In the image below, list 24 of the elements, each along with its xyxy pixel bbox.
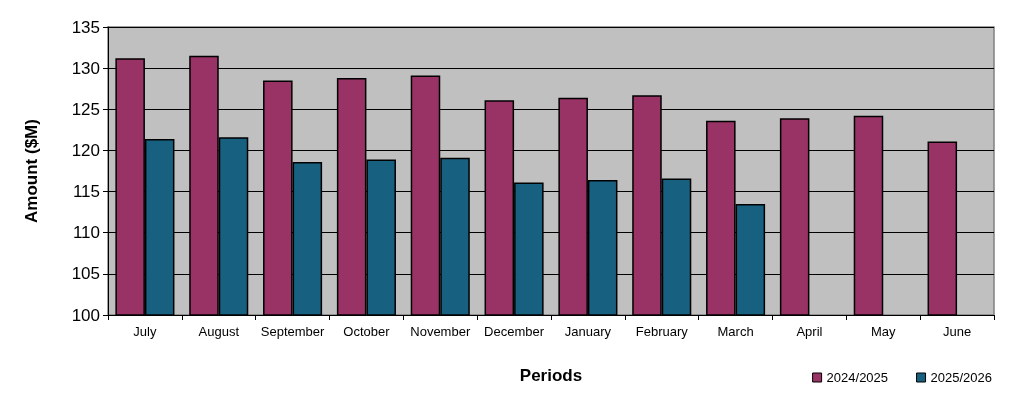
y-tick-label: 120 bbox=[71, 140, 100, 160]
y-tick-label: 105 bbox=[71, 264, 100, 284]
y-tick-label: 115 bbox=[72, 182, 100, 202]
y-tick-label: 125 bbox=[71, 99, 100, 119]
y-tick-label: 110 bbox=[72, 223, 100, 243]
legend-label: 2024/2025 bbox=[826, 370, 889, 385]
x-tick-label: February bbox=[635, 324, 689, 339]
x-tick-label: October bbox=[343, 324, 391, 339]
y-tick-label: 130 bbox=[71, 58, 100, 78]
x-tick-label: June bbox=[942, 324, 972, 339]
x-tick-label: April bbox=[796, 324, 823, 339]
y-tick-label: 135 bbox=[71, 17, 100, 37]
x-tick-label: December bbox=[484, 324, 545, 339]
x-tick-label: January bbox=[564, 324, 612, 339]
x-tick-label: July bbox=[133, 324, 157, 339]
x-tick-label: March bbox=[717, 324, 754, 339]
x-tick-label: November bbox=[410, 324, 471, 339]
x-tick-label: May bbox=[870, 324, 897, 339]
y-tick-label: 100 bbox=[71, 305, 100, 325]
x-axis-title: Periods bbox=[519, 366, 583, 385]
legend-label: 2025/2026 bbox=[930, 370, 992, 385]
y-axis-title: Amount ($M) bbox=[22, 119, 41, 223]
x-tick-label: August bbox=[198, 324, 240, 339]
x-tick-label: September bbox=[260, 324, 326, 339]
